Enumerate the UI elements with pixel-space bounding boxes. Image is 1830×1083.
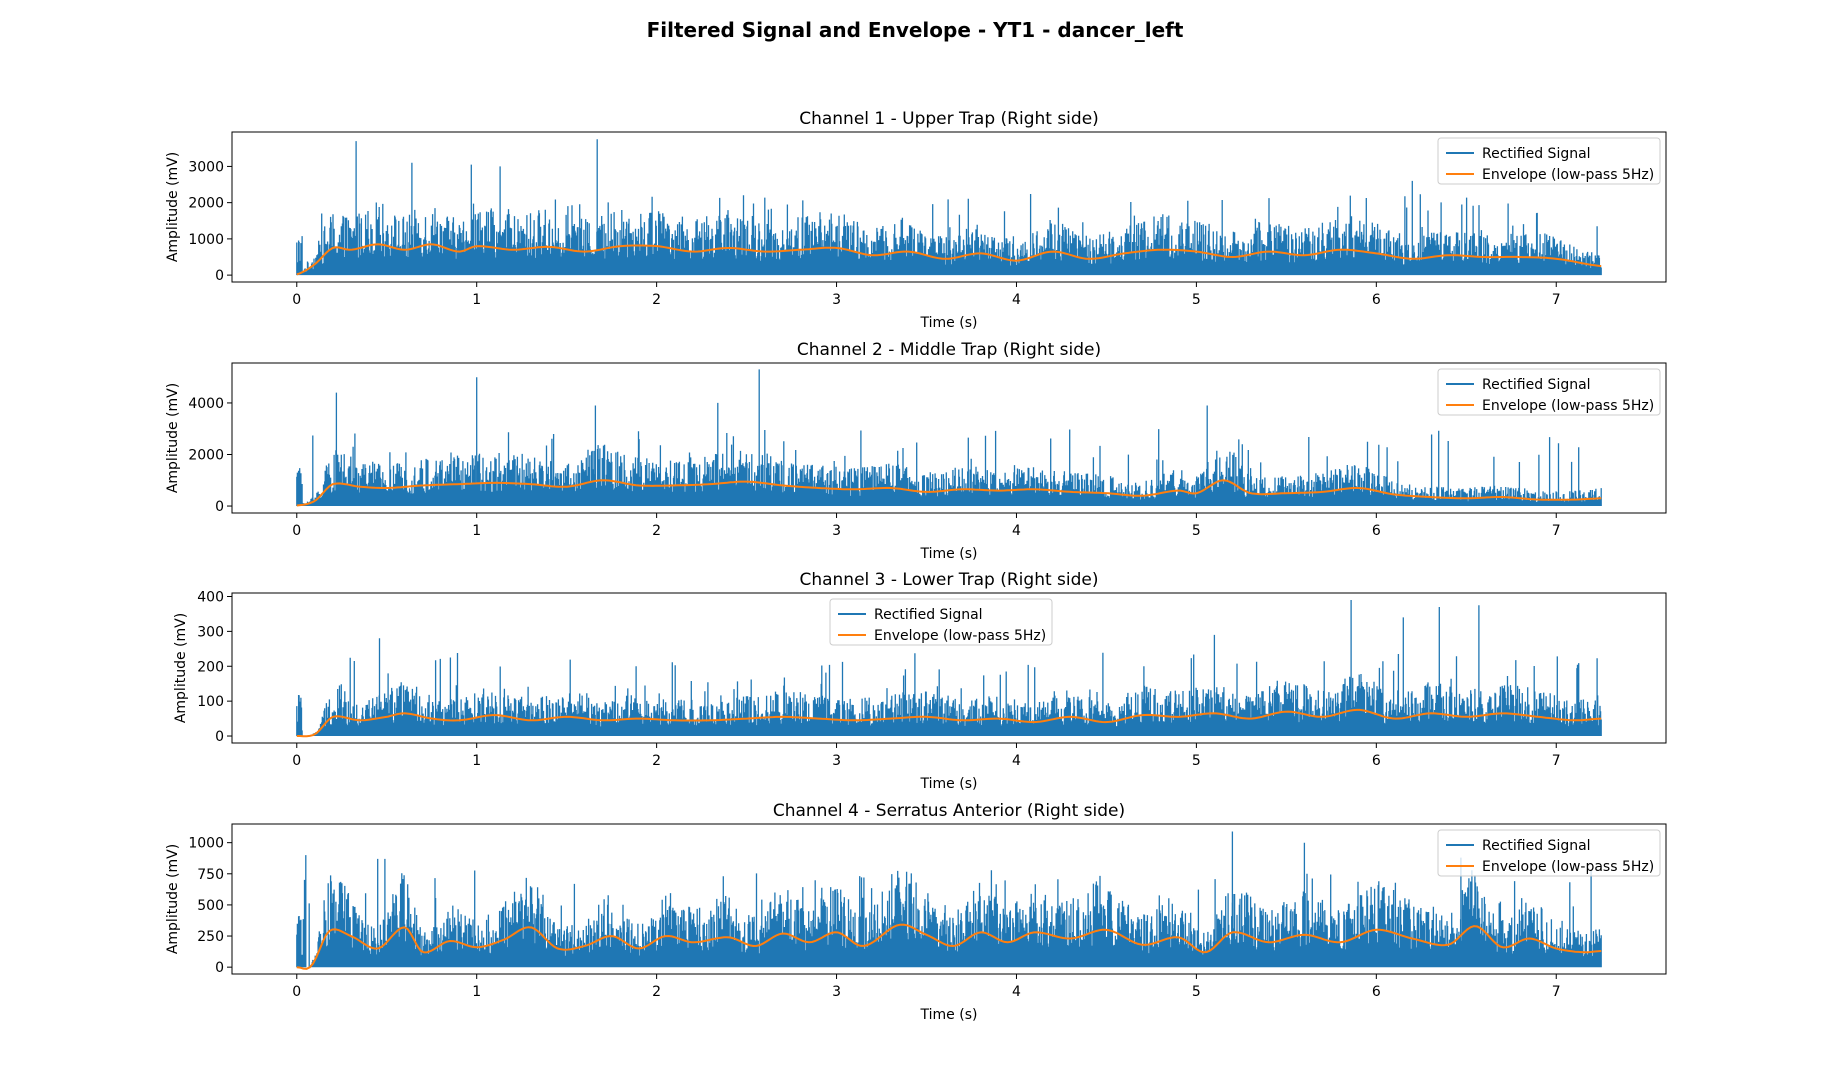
x-axis-label: Time (s) <box>920 315 978 331</box>
envelope-line <box>296 923 1602 970</box>
rectified-signal-line <box>296 600 1602 736</box>
x-tick-label: 3 <box>832 753 841 769</box>
legend-label: Rectified Signal <box>874 607 983 623</box>
x-tick-label: 7 <box>1552 292 1561 308</box>
legend-label: Rectified Signal <box>1482 838 1591 854</box>
y-tick-label: 4000 <box>188 396 224 412</box>
subplot-2: Channel 2 - Middle Trap (Right side) 0 1 2 3… <box>165 340 1667 562</box>
y-tick-label: 0 <box>215 729 224 745</box>
x-tick-label: 1 <box>472 523 481 539</box>
legend: Rectified Signal Envelope (low-pass 5Hz) <box>1437 829 1661 877</box>
y-tick-label: 400 <box>197 589 224 605</box>
x-tick-label: 2 <box>652 523 661 539</box>
x-tick-label: 4 <box>1012 984 1021 1000</box>
x-axis-label: Time (s) <box>920 776 978 792</box>
x-tick-label: 2 <box>652 292 661 308</box>
y-tick-label: 750 <box>197 867 224 883</box>
legend-box <box>1437 137 1661 185</box>
y-tick-label: 0 <box>215 960 224 976</box>
x-tick-label: 0 <box>292 753 301 769</box>
y-axis-label: Amplitude (mV) <box>165 152 181 262</box>
subplot-1: Channel 1 - Upper Trap (Right side) 0 1 2 3 4… <box>165 109 1667 331</box>
figure-title: Filtered Signal and Envelope - YT1 - dan… <box>647 18 1184 42</box>
x-axis-label: Time (s) <box>920 1007 978 1023</box>
legend: Rectified Signal Envelope (low-pass 5Hz) <box>1437 368 1661 416</box>
legend-label: Envelope (low-pass 5Hz) <box>1482 859 1654 875</box>
subplot-3: Channel 3 - Lower Trap (Right side) 0 1 2 3 4… <box>173 570 1667 792</box>
x-tick-label: 7 <box>1552 984 1561 1000</box>
subplot-4: Channel 4 - Serratus Anterior (Right sid… <box>165 801 1667 1023</box>
x-tick-label: 0 <box>292 523 301 539</box>
x-tick-label: 1 <box>472 753 481 769</box>
y-tick-label: 3000 <box>188 159 224 175</box>
legend-box <box>829 598 1053 646</box>
x-tick-label: 3 <box>832 984 841 1000</box>
subplot-title: Channel 2 - Middle Trap (Right side) <box>797 340 1101 360</box>
x-tick-label: 1 <box>472 984 481 1000</box>
envelope-line <box>296 243 1602 276</box>
axes-frame <box>231 592 1667 744</box>
legend-label: Rectified Signal <box>1482 146 1591 162</box>
x-tick-label: 5 <box>1192 292 1201 308</box>
y-tick-label: 0 <box>215 499 224 515</box>
y-tick-label: 300 <box>197 624 224 640</box>
x-tick-label: 3 <box>832 292 841 308</box>
legend-label: Envelope (low-pass 5Hz) <box>1482 167 1654 183</box>
subplot-title: Channel 1 - Upper Trap (Right side) <box>799 109 1099 129</box>
rectified-signal-line <box>296 831 1602 968</box>
y-tick-label: 500 <box>197 898 224 914</box>
x-tick-label: 6 <box>1372 984 1381 1000</box>
x-tick-label: 3 <box>832 523 841 539</box>
y-tick-label: 200 <box>197 659 224 675</box>
axes-frame <box>231 131 1667 283</box>
x-axis-label: Time (s) <box>920 546 978 562</box>
y-tick-label: 2000 <box>188 196 224 212</box>
x-tick-label: 6 <box>1372 753 1381 769</box>
y-axis-label: Amplitude (mV) <box>173 613 189 723</box>
x-tick-label: 4 <box>1012 292 1021 308</box>
x-tick-label: 7 <box>1552 523 1561 539</box>
y-axis-label: Amplitude (mV) <box>165 844 181 954</box>
rectified-signal-line <box>296 369 1602 506</box>
x-tick-label: 5 <box>1192 984 1201 1000</box>
envelope-line <box>296 708 1602 738</box>
x-tick-label: 2 <box>652 984 661 1000</box>
x-tick-label: 6 <box>1372 292 1381 308</box>
y-tick-label: 1000 <box>188 836 224 852</box>
axes-frame <box>231 362 1667 514</box>
x-tick-label: 0 <box>292 984 301 1000</box>
x-tick-label: 4 <box>1012 753 1021 769</box>
envelope-line <box>296 479 1602 507</box>
legend-box <box>1437 829 1661 877</box>
y-axis-label: Amplitude (mV) <box>165 383 181 493</box>
legend: Rectified Signal Envelope (low-pass 5Hz) <box>829 598 1053 646</box>
legend: Rectified Signal Envelope (low-pass 5Hz) <box>1437 137 1661 185</box>
subplot-title: Channel 4 - Serratus Anterior (Right sid… <box>773 801 1125 821</box>
axes-frame <box>231 823 1667 975</box>
x-tick-label: 5 <box>1192 753 1201 769</box>
x-tick-label: 0 <box>292 292 301 308</box>
subplots: Channel 1 - Upper Trap (Right side) 0 1 2 3 4… <box>165 109 1667 1023</box>
legend-label: Envelope (low-pass 5Hz) <box>1482 398 1654 414</box>
legend-box <box>1437 368 1661 416</box>
y-tick-label: 2000 <box>188 447 224 463</box>
x-tick-label: 1 <box>472 292 481 308</box>
legend-label: Rectified Signal <box>1482 377 1591 393</box>
y-tick-label: 0 <box>215 268 224 284</box>
x-tick-label: 7 <box>1552 753 1561 769</box>
x-tick-label: 5 <box>1192 523 1201 539</box>
y-tick-label: 250 <box>197 929 224 945</box>
y-tick-label: 100 <box>197 694 224 710</box>
x-tick-label: 2 <box>652 753 661 769</box>
legend-label: Envelope (low-pass 5Hz) <box>874 628 1046 644</box>
y-tick-label: 1000 <box>188 232 224 248</box>
x-tick-label: 4 <box>1012 523 1021 539</box>
x-tick-label: 6 <box>1372 523 1381 539</box>
rectified-signal-line <box>296 139 1602 276</box>
subplot-title: Channel 3 - Lower Trap (Right side) <box>799 570 1098 590</box>
